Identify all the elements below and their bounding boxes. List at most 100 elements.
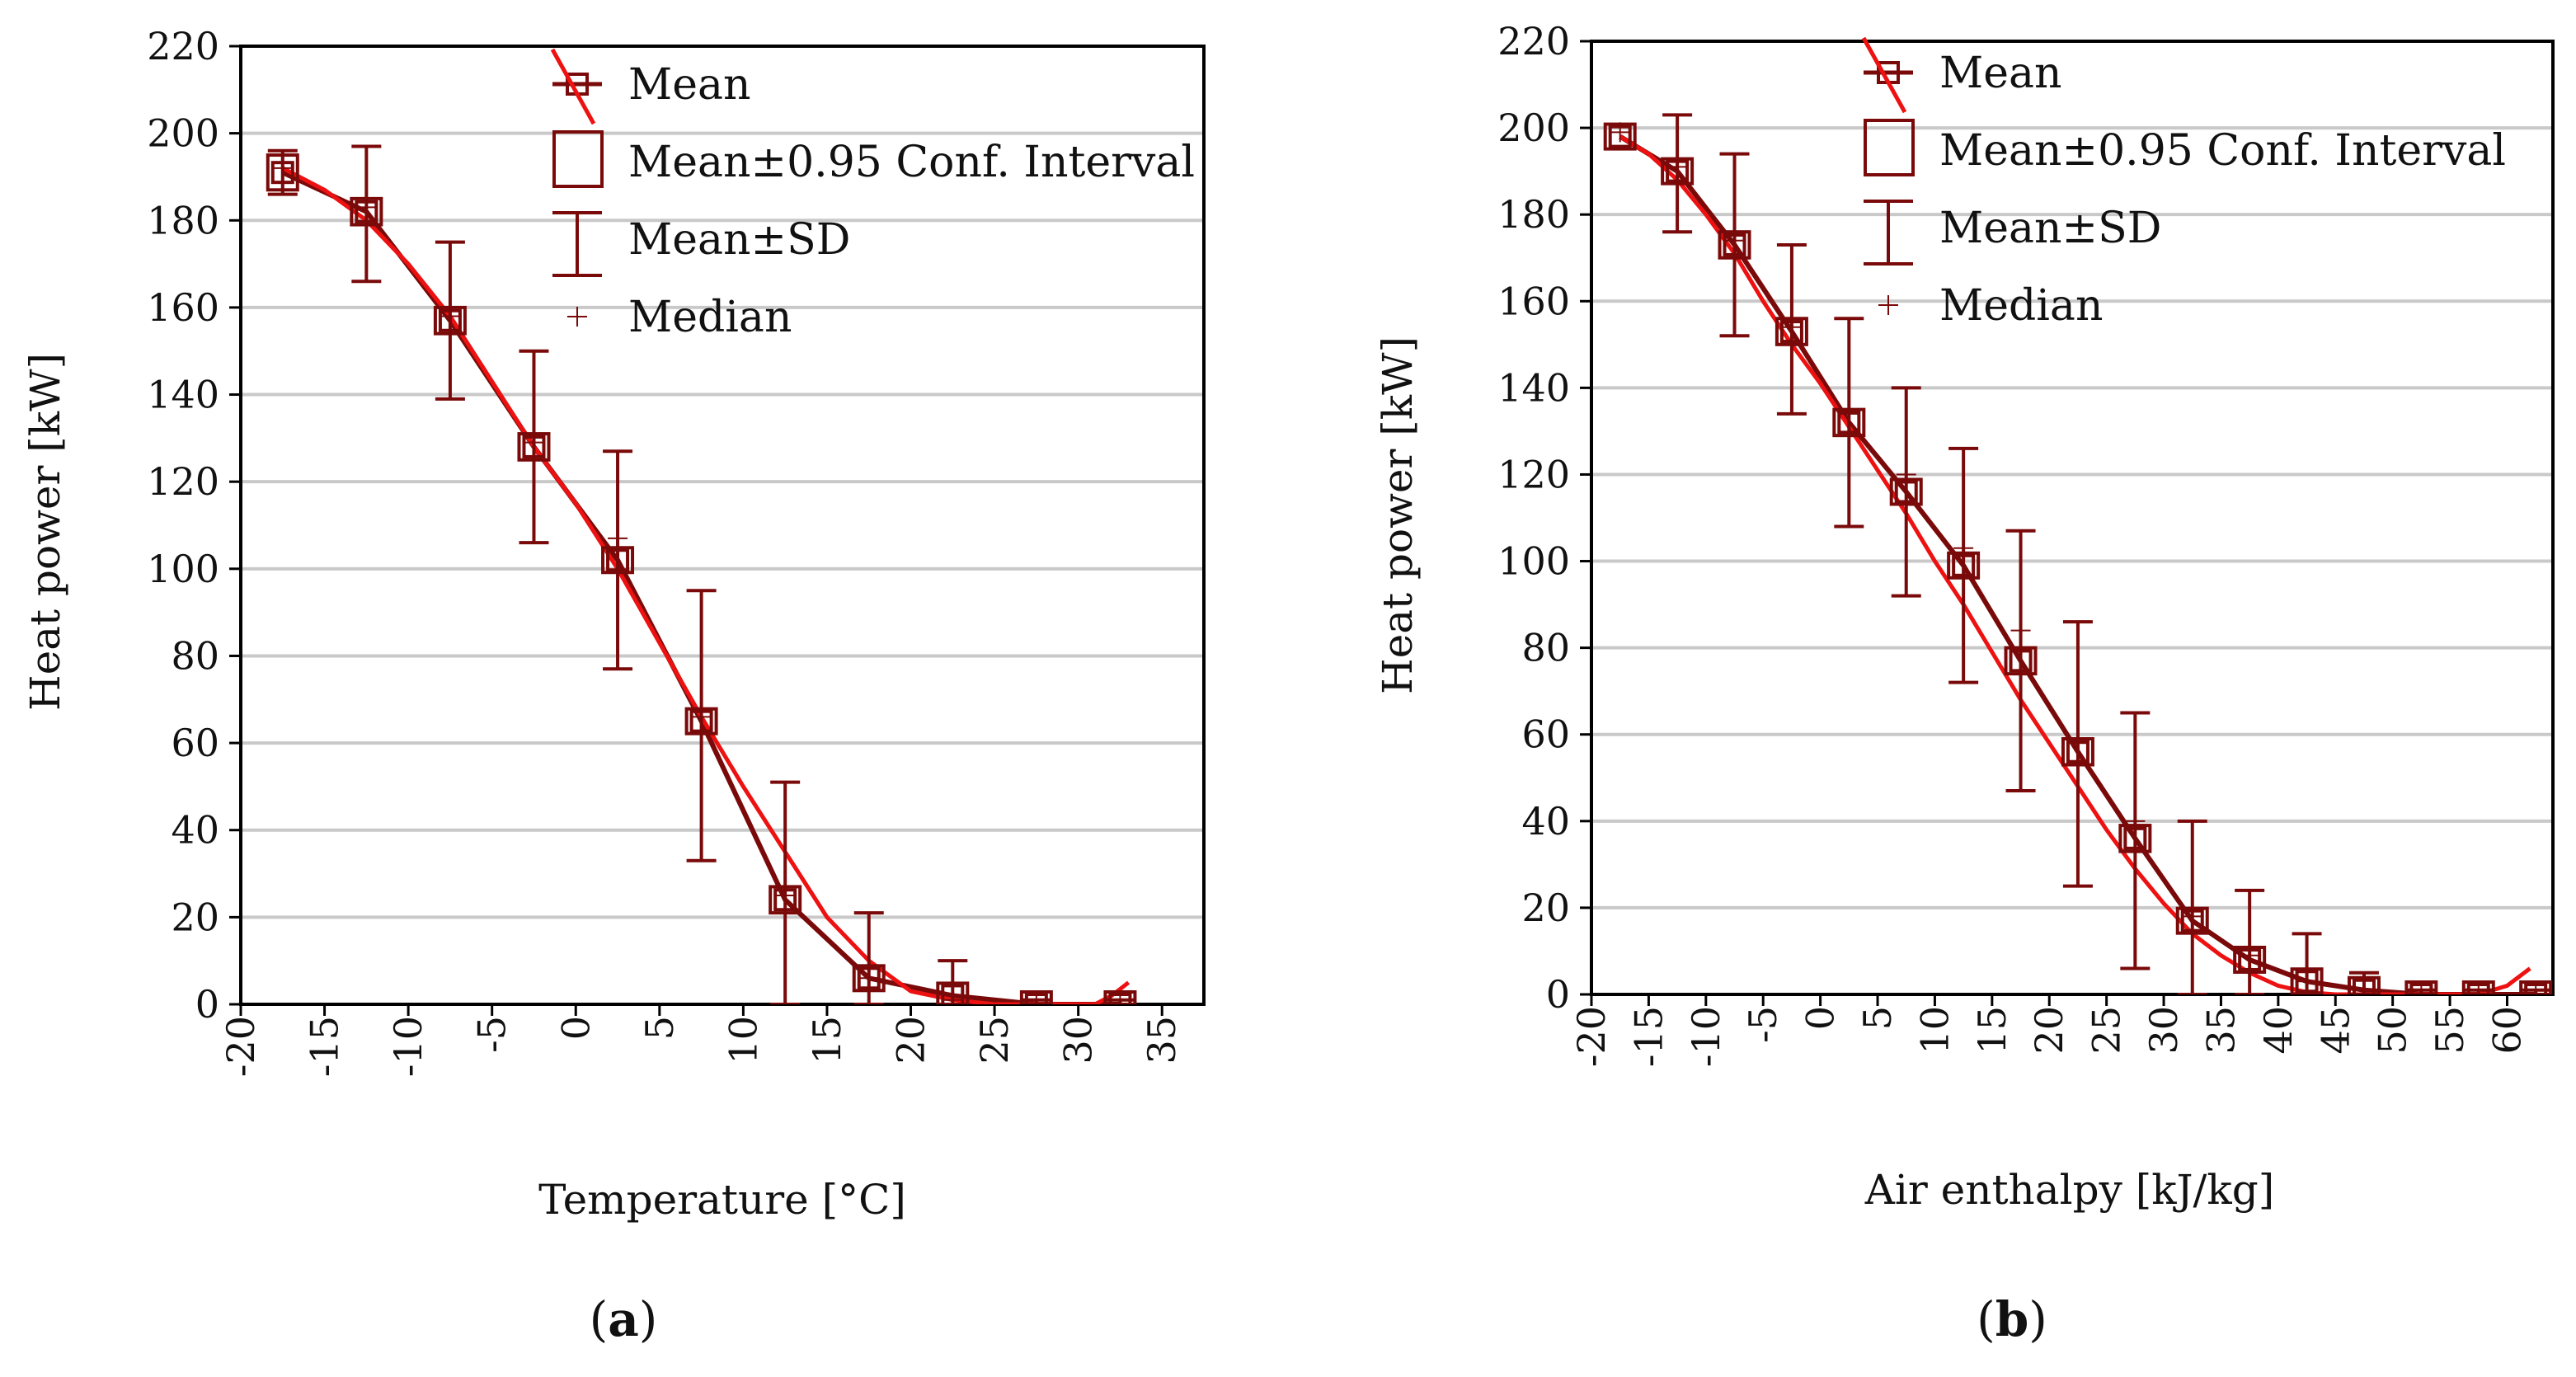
y-tick-label: 100 <box>147 547 219 591</box>
x-tick-label: 30 <box>1056 1016 1101 1064</box>
x-tick-label: -10 <box>1684 1006 1728 1067</box>
legend-ci-box <box>1864 119 1915 176</box>
legend-entry-label: Mean±SD <box>1939 204 2161 253</box>
legend-entry-label: Median <box>1939 281 2103 331</box>
y-tick-label: 220 <box>1497 19 1570 63</box>
x-tick-label: -15 <box>1626 1006 1671 1067</box>
ci-box <box>2004 646 2038 676</box>
data-marks <box>1603 113 2553 994</box>
ci-box <box>266 153 299 192</box>
x-tick-label: 25 <box>972 1016 1017 1064</box>
legend: Mean Mean±0.95 Conf. Interval Mean±SD Media… <box>1861 36 2506 331</box>
ci-box <box>2461 980 2495 994</box>
y-tick-label: 80 <box>171 633 219 678</box>
y-tick-label: 20 <box>171 895 219 939</box>
legend-ci-box <box>552 130 604 188</box>
y-tick-label: 140 <box>1497 365 1570 410</box>
x-tick-label: 45 <box>2313 1006 2357 1055</box>
legend-entry-label: Mean±0.95 Conf. Interval <box>1939 126 2506 176</box>
x-tick-label: 30 <box>2141 1006 2186 1055</box>
y-tick-label: 0 <box>1546 972 1570 1017</box>
plot-frame <box>239 45 1206 1006</box>
y-tick-label: 100 <box>1497 539 1570 584</box>
x-tick-label: 50 <box>2371 1006 2415 1055</box>
legend-fit-line <box>1861 36 1907 114</box>
x-tick-label: -5 <box>470 1016 515 1053</box>
ci-box <box>2404 980 2438 994</box>
fit-line <box>1619 134 2531 994</box>
ci-box <box>936 981 970 1004</box>
ci-box <box>1103 990 1137 1004</box>
ci-box <box>2519 980 2553 994</box>
x-tick-label: 15 <box>805 1016 849 1064</box>
y-tick-label: 80 <box>1521 626 1570 670</box>
x-tick-label: 10 <box>721 1016 765 1064</box>
y-tick-label: 40 <box>1521 799 1570 844</box>
x-tick-label: 20 <box>2027 1006 2071 1055</box>
legend-entry-label: Mean <box>1939 49 2062 98</box>
fit-line <box>281 166 1131 1004</box>
mean-marker <box>2009 649 2033 673</box>
x-tick-label: -10 <box>386 1016 430 1077</box>
plot-frame <box>1590 40 2555 996</box>
y-tick-label: 60 <box>171 721 219 765</box>
x-tick-label: 40 <box>2256 1006 2301 1055</box>
legend-fit-line <box>550 48 596 125</box>
ci-box <box>1019 990 1053 1004</box>
y-tick-label: 120 <box>147 459 219 504</box>
grid <box>1591 126 2553 909</box>
y-tick-label: 140 <box>147 373 219 417</box>
x-tick-label: 35 <box>2198 1006 2243 1055</box>
y-tick-label: 60 <box>1521 712 1570 757</box>
ci-box <box>852 964 886 993</box>
panel-label-a: (a) <box>590 1291 658 1347</box>
x-tick-label: 25 <box>2085 1006 2129 1055</box>
x-tick-label: 10 <box>1912 1006 1957 1055</box>
legend-entry-label: Mean±SD <box>628 215 850 265</box>
x-tick-label: 15 <box>1970 1006 2014 1055</box>
y-tick-label: 180 <box>147 198 219 242</box>
x-tick-label: 0 <box>553 1016 598 1040</box>
x-tick-label: 60 <box>2484 1006 2529 1055</box>
legend-entry-label: Mean <box>628 60 751 110</box>
panel-label-b: (b) <box>1977 1291 2047 1347</box>
x-tick-label: 35 <box>1140 1016 1184 1064</box>
grid <box>241 131 1204 919</box>
y-tick-label: 200 <box>1497 106 1570 150</box>
legend-entry-label: Mean±0.95 Conf. Interval <box>628 138 1195 187</box>
x-axis-title: Temperature [°C] <box>538 1176 906 1224</box>
ci-box <box>2290 967 2324 994</box>
x-tick-label: 5 <box>1855 1006 1900 1030</box>
mean-marker <box>941 984 965 1004</box>
y-axis-title: Heat power [kW] <box>1374 336 1422 694</box>
y-tick-label: 160 <box>147 285 219 330</box>
x-tick-label: 5 <box>637 1016 682 1040</box>
legend-entry-label: Median <box>628 293 792 342</box>
x-tick-label: -15 <box>303 1016 347 1077</box>
x-tick-label: 55 <box>2428 1006 2472 1055</box>
x-tick-label: 20 <box>889 1016 933 1064</box>
mean-marker <box>606 548 630 572</box>
y-tick-label: 200 <box>147 111 219 156</box>
ci-box <box>2347 975 2381 994</box>
x-tick-label: -5 <box>1741 1006 1785 1043</box>
y-tick-label: 160 <box>1497 279 1570 323</box>
x-tick-label: 0 <box>1798 1006 1843 1030</box>
legend: Mean Mean±0.95 Conf. Interval Mean±SD Media… <box>550 48 1195 342</box>
y-tick-label: 180 <box>1497 192 1570 237</box>
y-axis-title: Heat power [kW] <box>21 353 69 711</box>
x-tick-label: -20 <box>1569 1006 1614 1067</box>
data-marks <box>266 144 1137 1004</box>
y-tick-label: 120 <box>1497 452 1570 496</box>
y-tick-label: 20 <box>1521 886 1570 930</box>
y-tick-label: 0 <box>195 982 219 1027</box>
y-tick-label: 220 <box>147 24 219 68</box>
y-tick-label: 40 <box>171 808 219 853</box>
x-tick-label: -20 <box>219 1016 263 1077</box>
x-axis-title: Air enthalpy [kJ/kg] <box>1864 1166 2274 1214</box>
